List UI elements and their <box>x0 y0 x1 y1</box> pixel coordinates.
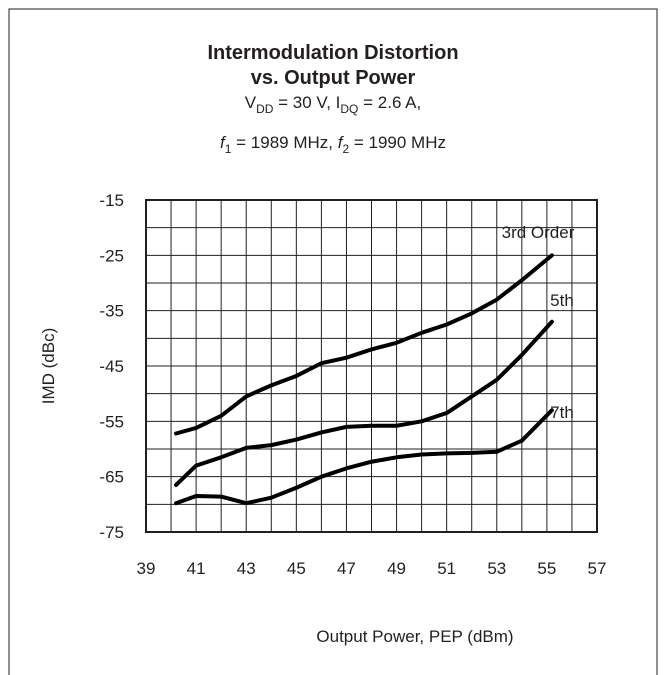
x-tick-label: 55 <box>537 559 556 578</box>
subtitle-part: = 30 V, I <box>273 93 340 112</box>
subtitle-part: f <box>338 133 345 152</box>
x-tick-label: 45 <box>287 559 306 578</box>
series-line <box>174 253 554 436</box>
subtitle-part: DQ <box>340 102 358 116</box>
chart-title: vs. Output Power <box>251 67 416 89</box>
x-tick-label: 43 <box>237 559 256 578</box>
y-tick-label: -65 <box>99 468 124 487</box>
subtitle-part: = 1990 MHz <box>349 133 446 152</box>
x-tick-label: 57 <box>588 559 607 578</box>
plot-border <box>145 199 598 533</box>
series-label: 5th <box>550 291 574 310</box>
series-label: 3rd Order <box>502 223 575 242</box>
y-tick-label: -45 <box>99 357 124 376</box>
y-tick-label: -25 <box>99 246 124 265</box>
subtitle-part: = 1989 MHz, <box>231 133 337 152</box>
y-axis-label: IMD (dBc) <box>39 328 58 405</box>
x-axis-label: Output Power, PEP (dBm) <box>316 627 513 646</box>
subtitle-part: V <box>245 93 257 112</box>
series-label: 7th <box>550 403 574 422</box>
subtitle-part: 2 <box>342 142 349 156</box>
subtitle-part: 1 <box>225 142 232 156</box>
series-line <box>174 408 554 506</box>
frame <box>8 8 658 675</box>
x-tick-label: 41 <box>187 559 206 578</box>
subtitle-part: = 2.6 A, <box>358 93 421 112</box>
chart-subtitle: VDD = 30 V, IDQ = 2.6 A, <box>245 93 422 116</box>
x-tick-label: 53 <box>487 559 506 578</box>
x-tick-label: 47 <box>337 559 356 578</box>
x-tick-label: 51 <box>437 559 456 578</box>
y-tick-label: -15 <box>99 191 124 210</box>
chart-title: Intermodulation Distortion <box>207 42 458 64</box>
series-line <box>174 319 554 487</box>
y-tick-label: -35 <box>99 302 124 321</box>
subtitle-part: DD <box>256 102 274 116</box>
x-tick-label: 39 <box>137 559 156 578</box>
chart-subtitle: f1 = 1989 MHz, f2 = 1990 MHz <box>220 133 446 156</box>
y-tick-label: -75 <box>99 523 124 542</box>
subtitle-part: f <box>220 133 227 152</box>
y-tick-label: -55 <box>99 412 124 431</box>
x-tick-label: 49 <box>387 559 406 578</box>
